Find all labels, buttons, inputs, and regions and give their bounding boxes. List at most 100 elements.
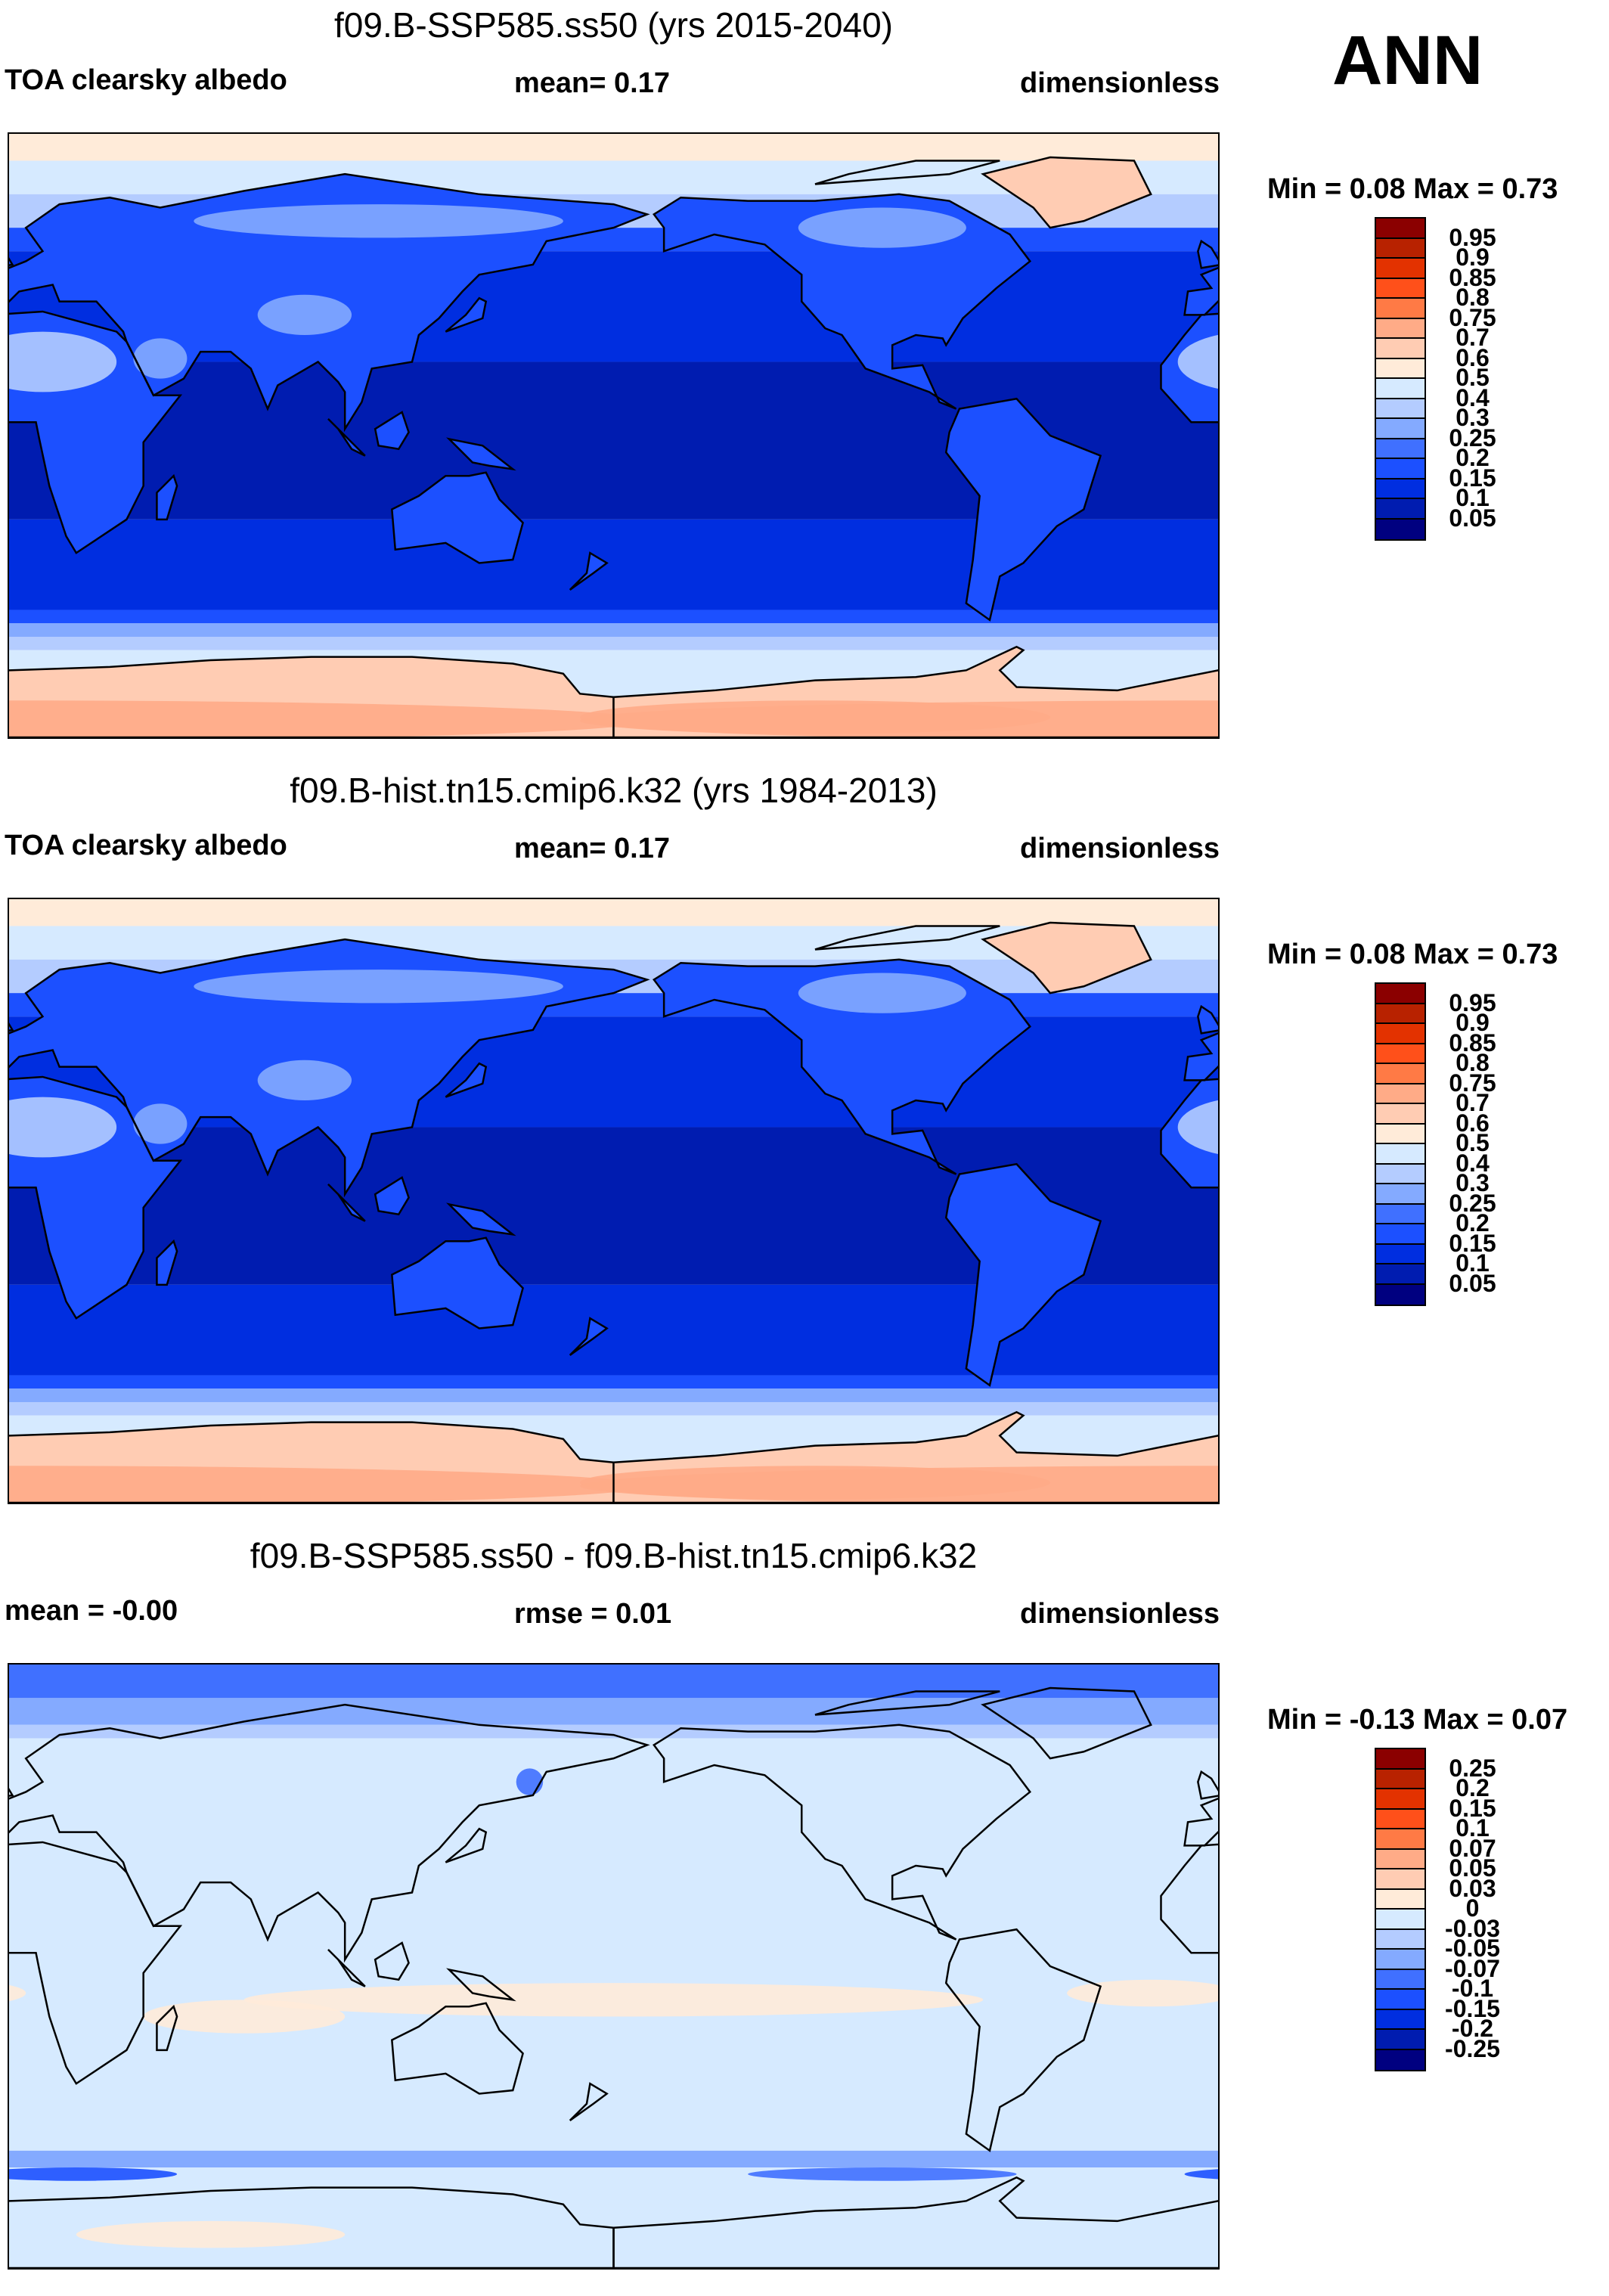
plot-title: f09.B-SSP585.ss50 (yrs 2015-2040)	[334, 5, 893, 45]
latitude-band	[9, 610, 1218, 624]
coastline-japan	[445, 1829, 485, 1862]
colorbar-tick-label: -0.03	[1445, 1914, 1500, 1942]
colorbar-box	[1376, 1910, 1425, 1930]
field-patch	[580, 700, 1050, 734]
field-patch	[516, 1768, 544, 1795]
colorbar-tick-label: 0.25	[1449, 1754, 1496, 1782]
plot-title: f09.B-SSP585.ss50 - f09.B-hist.tn15.cmip…	[250, 1536, 978, 1575]
colorbar-tick-label: 0.8	[1456, 284, 1490, 311]
landmass-samerica	[946, 399, 1101, 620]
latitude-band	[9, 899, 1218, 926]
coastline-samerica	[946, 1929, 1100, 2151]
coastline-borneo	[375, 1943, 408, 1980]
colorbar-box	[1376, 1789, 1425, 1810]
coastline-uk	[1198, 241, 1218, 268]
latitude-band	[9, 1724, 1218, 1739]
field-patch	[9, 2167, 178, 2181]
coastline-borneo	[375, 412, 408, 449]
coastline-newzealand	[570, 2083, 607, 2121]
landmass-uk	[1198, 1006, 1218, 1034]
field-patch	[9, 700, 647, 737]
field-patch	[9, 1097, 117, 1158]
landmass-arctic_ca	[815, 926, 1000, 950]
colorbar-box	[1376, 1224, 1425, 1245]
latitude-band	[9, 1402, 1218, 1416]
coastline-sumatra	[328, 419, 365, 456]
map-plot	[8, 898, 1220, 1504]
field-patch	[1184, 2169, 1218, 2180]
coastline-uk	[1198, 1772, 1218, 1798]
colorbar-box	[1376, 2049, 1425, 2070]
mid-subtitle: mean= 0.17	[514, 67, 670, 99]
latitude-band	[9, 1665, 1218, 1699]
map-plot	[8, 132, 1220, 739]
coastline-newzealand	[570, 553, 607, 590]
coastline-madagascar	[157, 1241, 177, 1285]
coastline-samerica	[946, 1164, 1100, 1385]
colorbar-tick-label: 0.07	[1449, 1834, 1496, 1862]
colorbar-box	[1376, 1769, 1425, 1789]
field-patch	[194, 970, 563, 1004]
colorbar-box	[1376, 499, 1425, 520]
landmass-uk	[1198, 240, 1218, 268]
colorbar-box	[1376, 318, 1425, 339]
colorbar-box	[1376, 1869, 1425, 1890]
colorbar-tick-label: -0.05	[1445, 1935, 1500, 1962]
field-patch	[798, 207, 966, 248]
left-subtitle: mean = -0.00	[5, 1595, 178, 1627]
landmass-samerica	[946, 1164, 1101, 1385]
coastline-eurasia	[9, 939, 647, 1194]
colorbar-tick-label: 0.3	[1456, 1169, 1490, 1196]
field-patch	[798, 973, 966, 1013]
colorbar-box	[1376, 379, 1425, 399]
landmass-australia	[392, 1237, 523, 1329]
coastline-antarctica	[614, 1412, 1219, 1503]
colorbar-tick-label: 0.5	[1456, 1129, 1490, 1156]
field-patch	[748, 2167, 1017, 2181]
coastline-greenland	[983, 923, 1151, 993]
colorbar-tick-label: -0.1	[1451, 1975, 1494, 2002]
colorbar	[1375, 982, 1426, 1306]
field-patch	[9, 1466, 647, 1503]
colorbar-tick-label: 0.05	[1449, 504, 1496, 532]
colorbar-box	[1376, 1990, 1425, 2010]
landmass-borneo	[375, 411, 409, 449]
colorbar-tick-label: 0.4	[1456, 383, 1490, 411]
colorbar-tick-label: 0.2	[1456, 1209, 1490, 1236]
colorbar-box	[1376, 1284, 1425, 1305]
landmass-madagascar	[157, 476, 178, 520]
latitude-band	[9, 1738, 1218, 2151]
field-patch	[76, 2220, 346, 2248]
min-max-label: Min = -0.13 Max = 0.07	[1267, 1704, 1568, 1736]
colorbar-box	[1376, 1204, 1425, 1224]
coastline-antarctica	[614, 647, 1219, 737]
coastline-africa	[9, 312, 181, 553]
coastline-antarctica	[614, 2177, 1219, 2268]
colorbar-tick-label: 0.4	[1456, 1149, 1490, 1177]
colorbar-box	[1376, 358, 1425, 379]
left-subtitle: TOA clearsky albedo	[5, 830, 287, 861]
field-patch	[194, 204, 563, 238]
colorbar-tick-label: 0.7	[1456, 1089, 1490, 1116]
coastline-australia	[392, 473, 522, 563]
coastline-madagascar	[157, 2006, 177, 2050]
colorbar-tick-label: 0.6	[1456, 343, 1490, 371]
left-subtitle: TOA clearsky albedo	[5, 64, 287, 96]
coastline-borneo	[375, 1177, 408, 1215]
colorbar-box	[1376, 299, 1425, 319]
coastline-madagascar	[157, 476, 177, 520]
coastline-arctic_ca	[815, 1691, 1000, 1714]
world-map	[9, 899, 1218, 1503]
mid-subtitle: rmse = 0.01	[514, 1598, 672, 1630]
colorbar-tick-label: 0.03	[1449, 1874, 1496, 1902]
colorbar-tick-label: 0.9	[1456, 244, 1490, 271]
coastline-greenland	[983, 157, 1151, 228]
colorbar-box	[1376, 1829, 1425, 1850]
latitude-band	[9, 1698, 1218, 1725]
colorbar-tick-label: 0.8	[1456, 1049, 1490, 1076]
colorbar-tick-label: 0.85	[1449, 1029, 1496, 1056]
landmass-newguinea	[448, 439, 513, 470]
world-map	[9, 134, 1218, 737]
panel-difference: f09.B-SSP585.ss50 - f09.B-hist.tn15.cmip…	[0, 1531, 1609, 2296]
coastline-uk	[1198, 1007, 1218, 1033]
